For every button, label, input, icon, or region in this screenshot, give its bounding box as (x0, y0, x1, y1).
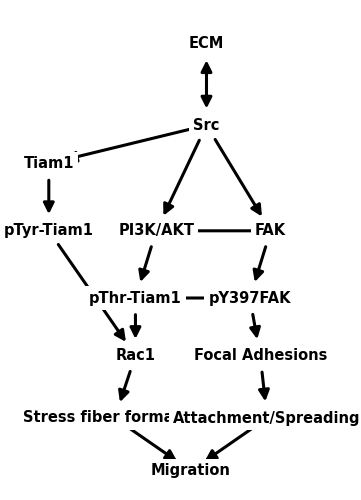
Text: ECM: ECM (189, 36, 224, 51)
Text: Src: Src (193, 118, 220, 132)
Text: Migration: Migration (151, 464, 231, 478)
Text: Stress fiber formation: Stress fiber formation (23, 410, 206, 426)
Text: Focal Adhesions: Focal Adhesions (193, 348, 327, 363)
Text: pTyr-Tiam1: pTyr-Tiam1 (4, 224, 94, 238)
Text: Tiam1: Tiam1 (23, 156, 74, 171)
Text: Rac1: Rac1 (116, 348, 156, 363)
Text: pThr-Tiam1: pThr-Tiam1 (89, 290, 182, 306)
Text: Attachment/Spreading: Attachment/Spreading (173, 410, 361, 426)
Text: FAK: FAK (255, 224, 286, 238)
Text: PI3K/AKT: PI3K/AKT (118, 224, 194, 238)
Text: pY397FAK: pY397FAK (209, 290, 291, 306)
